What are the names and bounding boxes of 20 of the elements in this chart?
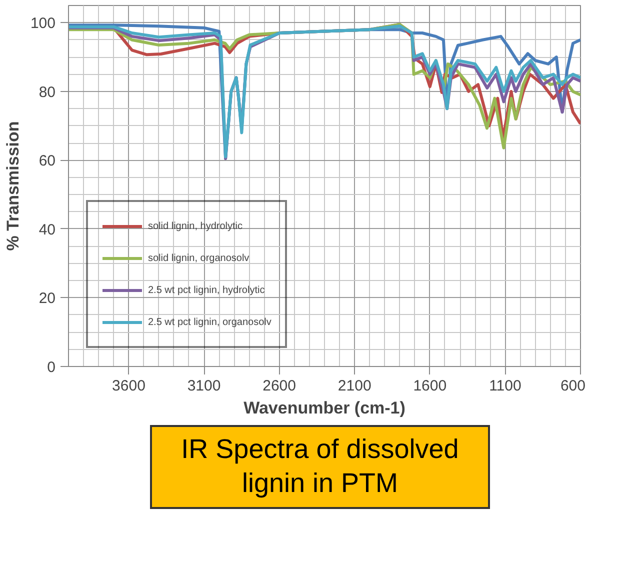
y-tick-label: 20 — [38, 290, 56, 308]
x-tick-label: 3100 — [187, 378, 221, 394]
x-tick-label: 1600 — [413, 378, 447, 394]
legend-label: 2.5 wt pct lignin, hydrolytic — [148, 284, 265, 296]
x-tick-label: 600 — [560, 378, 586, 394]
legend-label: solid lignin, organosolv — [148, 252, 250, 264]
y-tick-label: 60 — [38, 152, 56, 170]
text: IR Spectra of dissolved lignin in PTM — [180, 433, 460, 500]
y-tick-label: 0 — [47, 359, 56, 376]
x-tick-label: 3600 — [112, 378, 146, 394]
x-tick-label: 1100 — [489, 378, 522, 394]
y-axis-title: % Transmission — [3, 121, 22, 251]
y-tick-label: 80 — [38, 84, 56, 101]
legend-label: 2.5 wt pct lignin, organosolv — [148, 316, 272, 328]
legend-label: solid lignin, hydrolytic — [148, 220, 242, 232]
y-tick-label: 40 — [38, 221, 56, 238]
x-axis-title: Wavenumber (cm-1) — [244, 398, 406, 418]
y-tick-label: 100 — [30, 15, 56, 32]
x-tick-label: 2100 — [338, 378, 372, 394]
x-tick-label: 2600 — [262, 378, 296, 394]
